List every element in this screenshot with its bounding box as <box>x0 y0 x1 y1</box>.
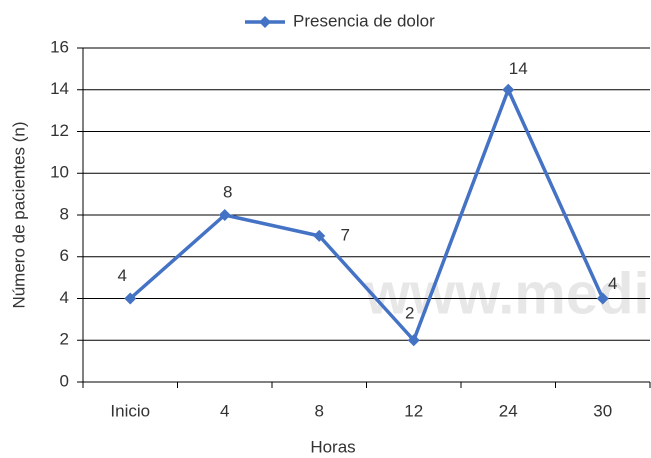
data-label: 4 <box>608 274 617 293</box>
y-tick-label: 6 <box>60 246 69 265</box>
legend-label: Presencia de dolor <box>293 11 435 30</box>
y-axis-label: Número de pacientes (n) <box>9 121 28 308</box>
marker <box>124 292 137 305</box>
y-tick-label: 0 <box>60 371 69 390</box>
x-tick-label: 24 <box>499 401 518 420</box>
y-tick-label: 10 <box>50 163 69 182</box>
x-axis-label: Horas <box>310 437 355 456</box>
marker <box>596 292 609 305</box>
data-label: 8 <box>223 182 232 201</box>
marker <box>407 334 420 347</box>
marker <box>218 209 231 221</box>
x-tick-label: 4 <box>220 401 229 420</box>
data-label: 2 <box>405 304 414 323</box>
data-label: 7 <box>341 225 350 244</box>
y-tick-label: 2 <box>60 330 69 349</box>
x-tick-label: 12 <box>404 401 423 420</box>
x-tick-label: 30 <box>593 401 612 420</box>
data-label: 14 <box>509 59 528 78</box>
marker <box>502 83 515 96</box>
series-line <box>129 88 605 342</box>
data-label: 4 <box>118 266 127 285</box>
x-tick-label: 8 <box>315 401 324 420</box>
y-tick-label: 4 <box>60 288 69 307</box>
y-tick-label: 12 <box>50 121 69 140</box>
y-tick-label: 16 <box>50 37 69 56</box>
x-tick-label: Inicio <box>110 401 150 420</box>
y-tick-label: 14 <box>50 79 69 98</box>
legend-marker <box>259 16 271 28</box>
marker <box>313 229 326 242</box>
y-tick-label: 8 <box>60 204 69 223</box>
